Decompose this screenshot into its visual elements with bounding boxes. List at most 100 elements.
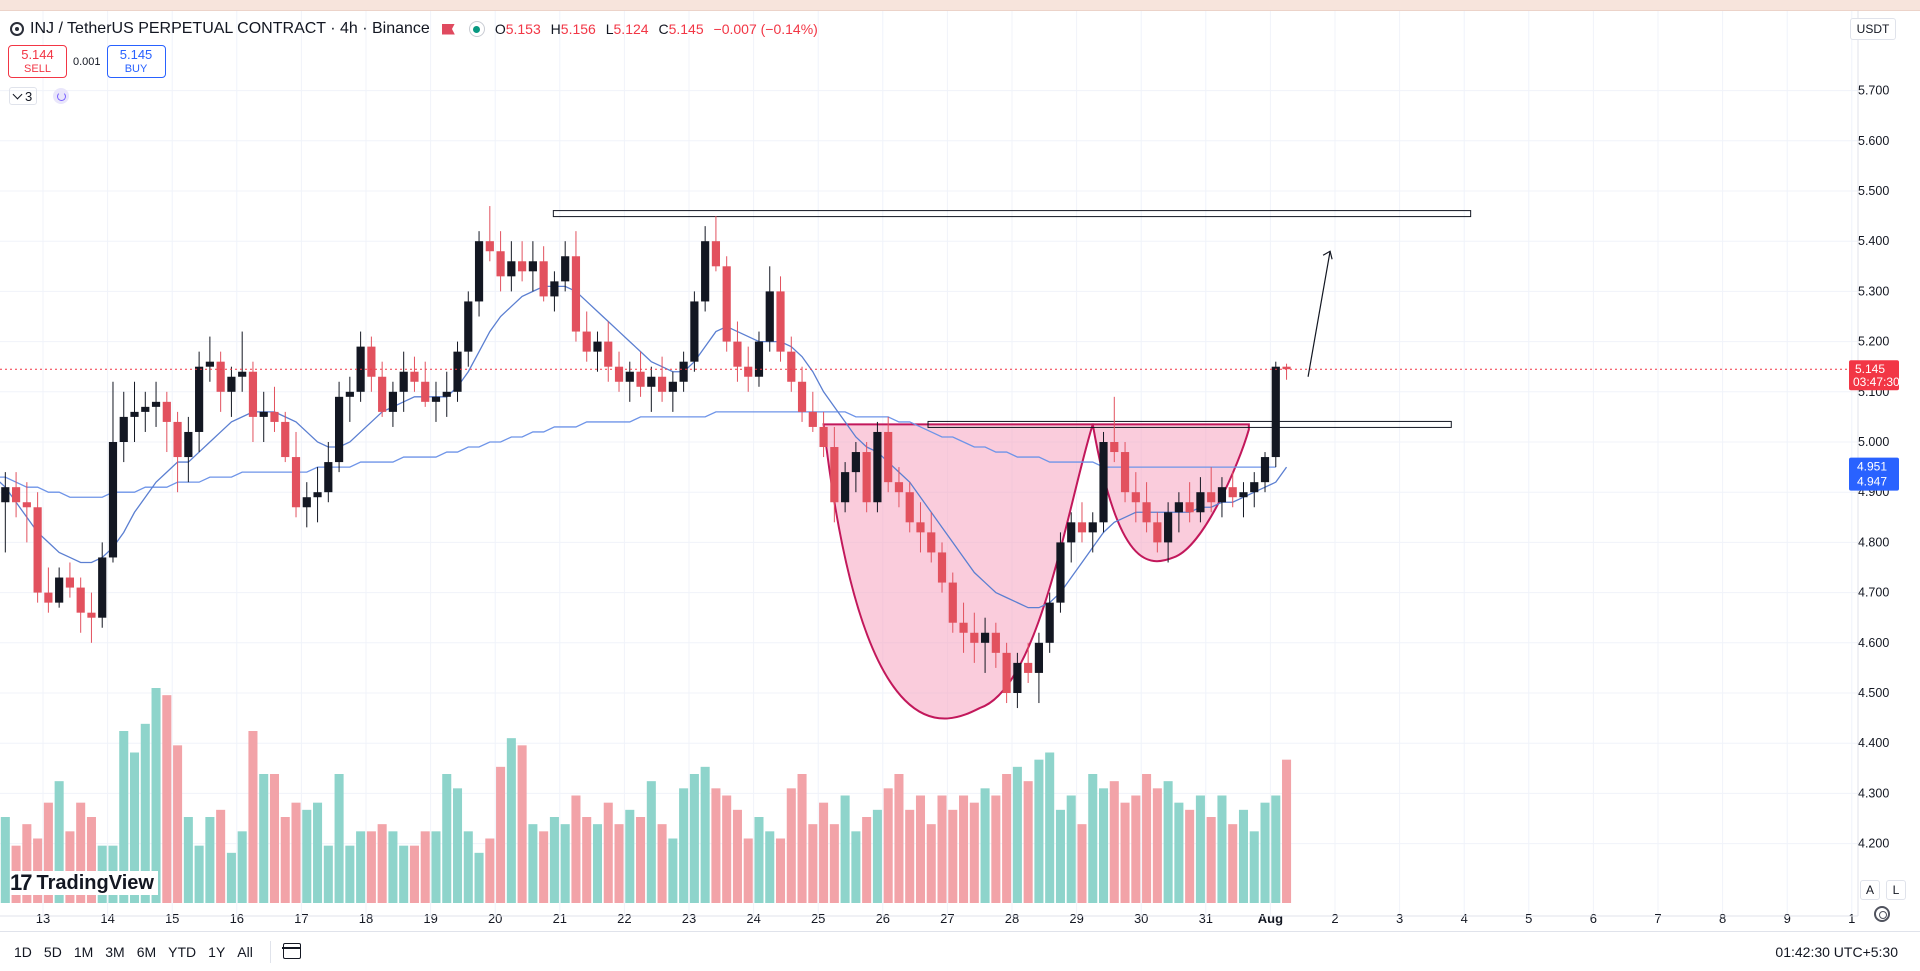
range-1y-button[interactable]: 1Y: [208, 944, 226, 960]
candle: [1271, 361, 1280, 468]
candle-body: [894, 482, 904, 493]
range-1m-button[interactable]: 1M: [73, 944, 94, 960]
utc-clock[interactable]: 01:42:30 UTC+5:30: [1775, 944, 1898, 960]
candle-body: [593, 341, 602, 352]
time-tick-label: 22: [617, 911, 631, 926]
candle: [851, 442, 860, 493]
resistance-levels: [552, 210, 1472, 428]
volume-bar: [722, 795, 732, 903]
indicators-toggle-button[interactable]: 3: [9, 87, 38, 105]
candle-body: [1282, 366, 1291, 370]
candle-body: [754, 341, 764, 377]
range-6m-button[interactable]: 6M: [136, 944, 157, 960]
calendar-icon[interactable]: [282, 943, 301, 959]
candle: [1120, 442, 1130, 503]
time-tick-label: 15: [165, 911, 179, 926]
volume-bar: [786, 788, 796, 903]
candle-body: [1067, 522, 1076, 543]
candle: [55, 567, 64, 608]
volume-bar: [959, 795, 969, 903]
candle: [819, 411, 828, 458]
symbol-title[interactable]: INJ / TetherUS PERPETUAL CONTRACT · 4h ·…: [30, 20, 430, 37]
price-tick-label: 4.700: [1858, 586, 1889, 600]
chevron-down-icon: [12, 89, 23, 100]
volume-bar: [1045, 752, 1055, 903]
time-tick-label: 18: [359, 911, 373, 926]
time-axis[interactable]: 13 14 15 16 17 18 19 20 21 22 23 24 25 26 27 28 29 30 31 Au…: [0, 911, 1858, 926]
candle: [205, 336, 214, 382]
trade-panel: 5.144 SELL 0.001 5.145 BUY: [8, 45, 166, 78]
buy-button[interactable]: 5.145 BUY: [106, 45, 166, 78]
volume-bar: [323, 845, 333, 903]
candle: [119, 391, 128, 463]
time-tick-label: 8: [1719, 911, 1726, 926]
candle-body: [76, 587, 85, 613]
sync-icon[interactable]: [53, 88, 70, 104]
time-tick-label: 23: [682, 911, 696, 926]
candle-body: [862, 452, 871, 503]
volume-bar: [291, 802, 301, 903]
ma-fast-line: [0, 285, 1288, 609]
chart-canvas[interactable]: 5.7005.6005.5005.4005.3005.2005.1005.000…: [0, 11, 1920, 931]
gear-icon[interactable]: [1874, 906, 1890, 922]
candle-body: [571, 256, 581, 332]
candle-body: [65, 577, 75, 588]
candle-body: [119, 416, 128, 442]
volume-bars: [0, 688, 1292, 903]
candle: [959, 602, 968, 653]
candle: [776, 276, 785, 362]
high-label: H: [550, 21, 561, 37]
candle-body: [1250, 482, 1259, 493]
candle: [1013, 652, 1022, 709]
candle-body: [334, 396, 344, 463]
handle-shape: [1091, 423, 1250, 563]
candle-body: [1088, 522, 1097, 533]
volume-bar: [183, 817, 193, 903]
flag-icon[interactable]: [441, 23, 455, 35]
time-tick-label: 17: [294, 911, 308, 926]
candle: [388, 381, 398, 427]
volume-bar: [65, 831, 75, 903]
cup-shape: [822, 423, 1095, 720]
range-all-button[interactable]: All: [237, 944, 253, 960]
candle: [345, 376, 354, 422]
candle-body: [474, 241, 484, 302]
price-tick-label: 5.600: [1858, 134, 1889, 148]
candle-body: [679, 361, 688, 382]
auto-scale-button[interactable]: A: [1860, 880, 1880, 900]
candle: [808, 391, 817, 432]
candle-body: [313, 492, 322, 498]
candle: [539, 246, 548, 302]
tradingview-logo[interactable]: 17 TradingView: [10, 870, 158, 895]
log-scale-button[interactable]: L: [1886, 880, 1906, 900]
candle: [421, 361, 430, 407]
sell-button[interactable]: 5.144 SELL: [8, 45, 67, 78]
candle-body: [733, 341, 742, 367]
candle: [1099, 431, 1108, 533]
candle-body: [367, 346, 376, 377]
price-tick-label: 4.300: [1858, 786, 1889, 800]
range-1d-button[interactable]: 1D: [14, 944, 32, 960]
currency-selector[interactable]: USDT: [1850, 18, 1896, 40]
range-5d-button[interactable]: 5D: [43, 944, 62, 960]
candle: [334, 381, 344, 473]
range-3m-button[interactable]: 3M: [105, 944, 125, 960]
candle-body: [787, 351, 796, 382]
volume-bar: [1055, 809, 1065, 903]
candle-body: [453, 351, 462, 392]
price-tick-label: 4.800: [1858, 535, 1889, 549]
moving-averages: [0, 285, 1288, 609]
time-tick-label: 24: [746, 911, 760, 926]
candle-body: [1142, 502, 1151, 523]
close-label: C: [658, 21, 669, 37]
candle: [130, 381, 139, 442]
candle-body: [1131, 492, 1140, 503]
candle-body: [496, 251, 505, 277]
range-ytd-button[interactable]: YTD: [168, 944, 197, 960]
buy-price: 5.145: [119, 47, 153, 62]
resistance-level: [927, 420, 1452, 428]
candle: [916, 502, 925, 553]
market-status-icon[interactable]: [468, 21, 485, 37]
time-tick-label: 1: [1848, 911, 1855, 926]
candle-body: [205, 361, 214, 367]
